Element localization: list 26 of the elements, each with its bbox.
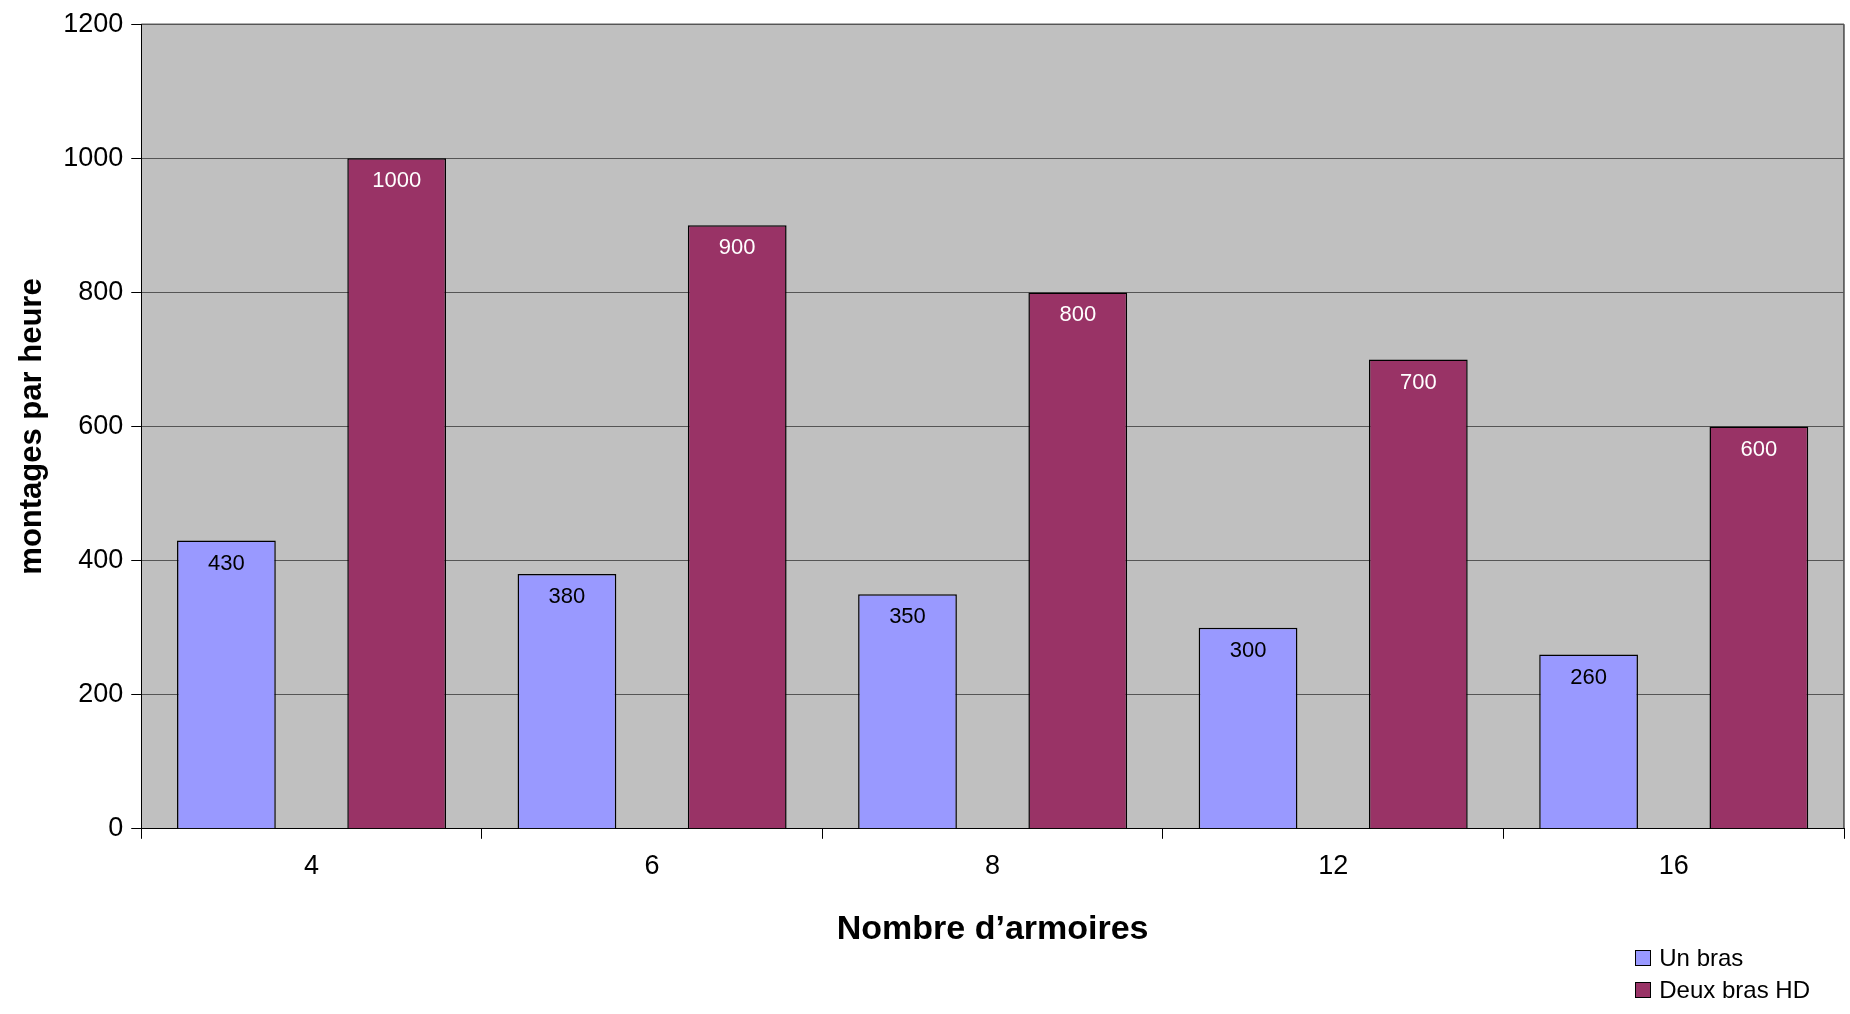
- data-label: 350: [889, 603, 926, 629]
- data-label: 800: [1059, 301, 1097, 327]
- y-tick-label: 1000: [63, 141, 124, 172]
- y-tick-label: 200: [78, 678, 124, 709]
- x-tick-label: 4: [304, 850, 320, 881]
- legend-label: Un bras: [1659, 944, 1744, 972]
- y-tick-label: 800: [78, 275, 124, 306]
- data-label: 1000: [372, 167, 422, 193]
- x-tick-label: 6: [644, 850, 660, 881]
- data-label: 300: [1229, 636, 1267, 662]
- y-tick-label: 400: [78, 544, 124, 575]
- x-tick-label: 16: [1658, 850, 1689, 881]
- x-tick-label: 12: [1318, 850, 1349, 881]
- y-axis-title: montages par heure: [13, 278, 49, 575]
- y-tick-label: 0: [108, 812, 124, 843]
- data-label: 600: [1740, 435, 1778, 461]
- data-label: 700: [1399, 368, 1437, 394]
- data-label: 260: [1570, 663, 1607, 689]
- x-tick-label: 8: [985, 850, 1001, 881]
- data-label: 430: [208, 549, 245, 575]
- y-tick-label: 1200: [63, 7, 124, 38]
- data-label: 900: [718, 234, 756, 260]
- y-tick-label: 600: [78, 409, 124, 440]
- x-axis-title: Nombre d’armoires: [836, 907, 1149, 946]
- data-label: 380: [548, 583, 586, 609]
- legend-label: Deux bras HD: [1659, 976, 1810, 1004]
